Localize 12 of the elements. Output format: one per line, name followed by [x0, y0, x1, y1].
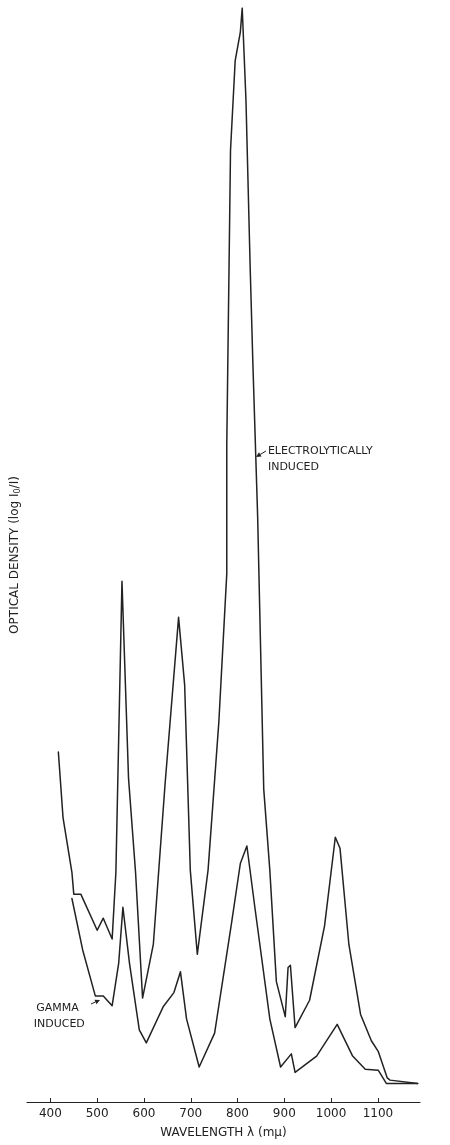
- annotation: GAMMA INDUCED: [33, 1001, 85, 1031]
- x-tick-label: 1000: [315, 1106, 347, 1120]
- x-tick-label: 900: [272, 1106, 296, 1120]
- x-tick-label: 800: [226, 1106, 249, 1120]
- x-tick-label: 500: [85, 1106, 109, 1120]
- x-tick-label: 700: [179, 1106, 203, 1120]
- x-tick-label: 600: [132, 1106, 156, 1120]
- y-axis-title: OPTICAL DENSITY (log I0/I): [7, 476, 22, 634]
- x-axis-title: WAVELENGTH λ (mμ): [160, 1125, 287, 1139]
- x-tick-label: 1100: [362, 1106, 394, 1120]
- x-tick-label: 400: [38, 1106, 62, 1120]
- annotation: ELECTROLYTICALLY INDUCED: [267, 444, 377, 474]
